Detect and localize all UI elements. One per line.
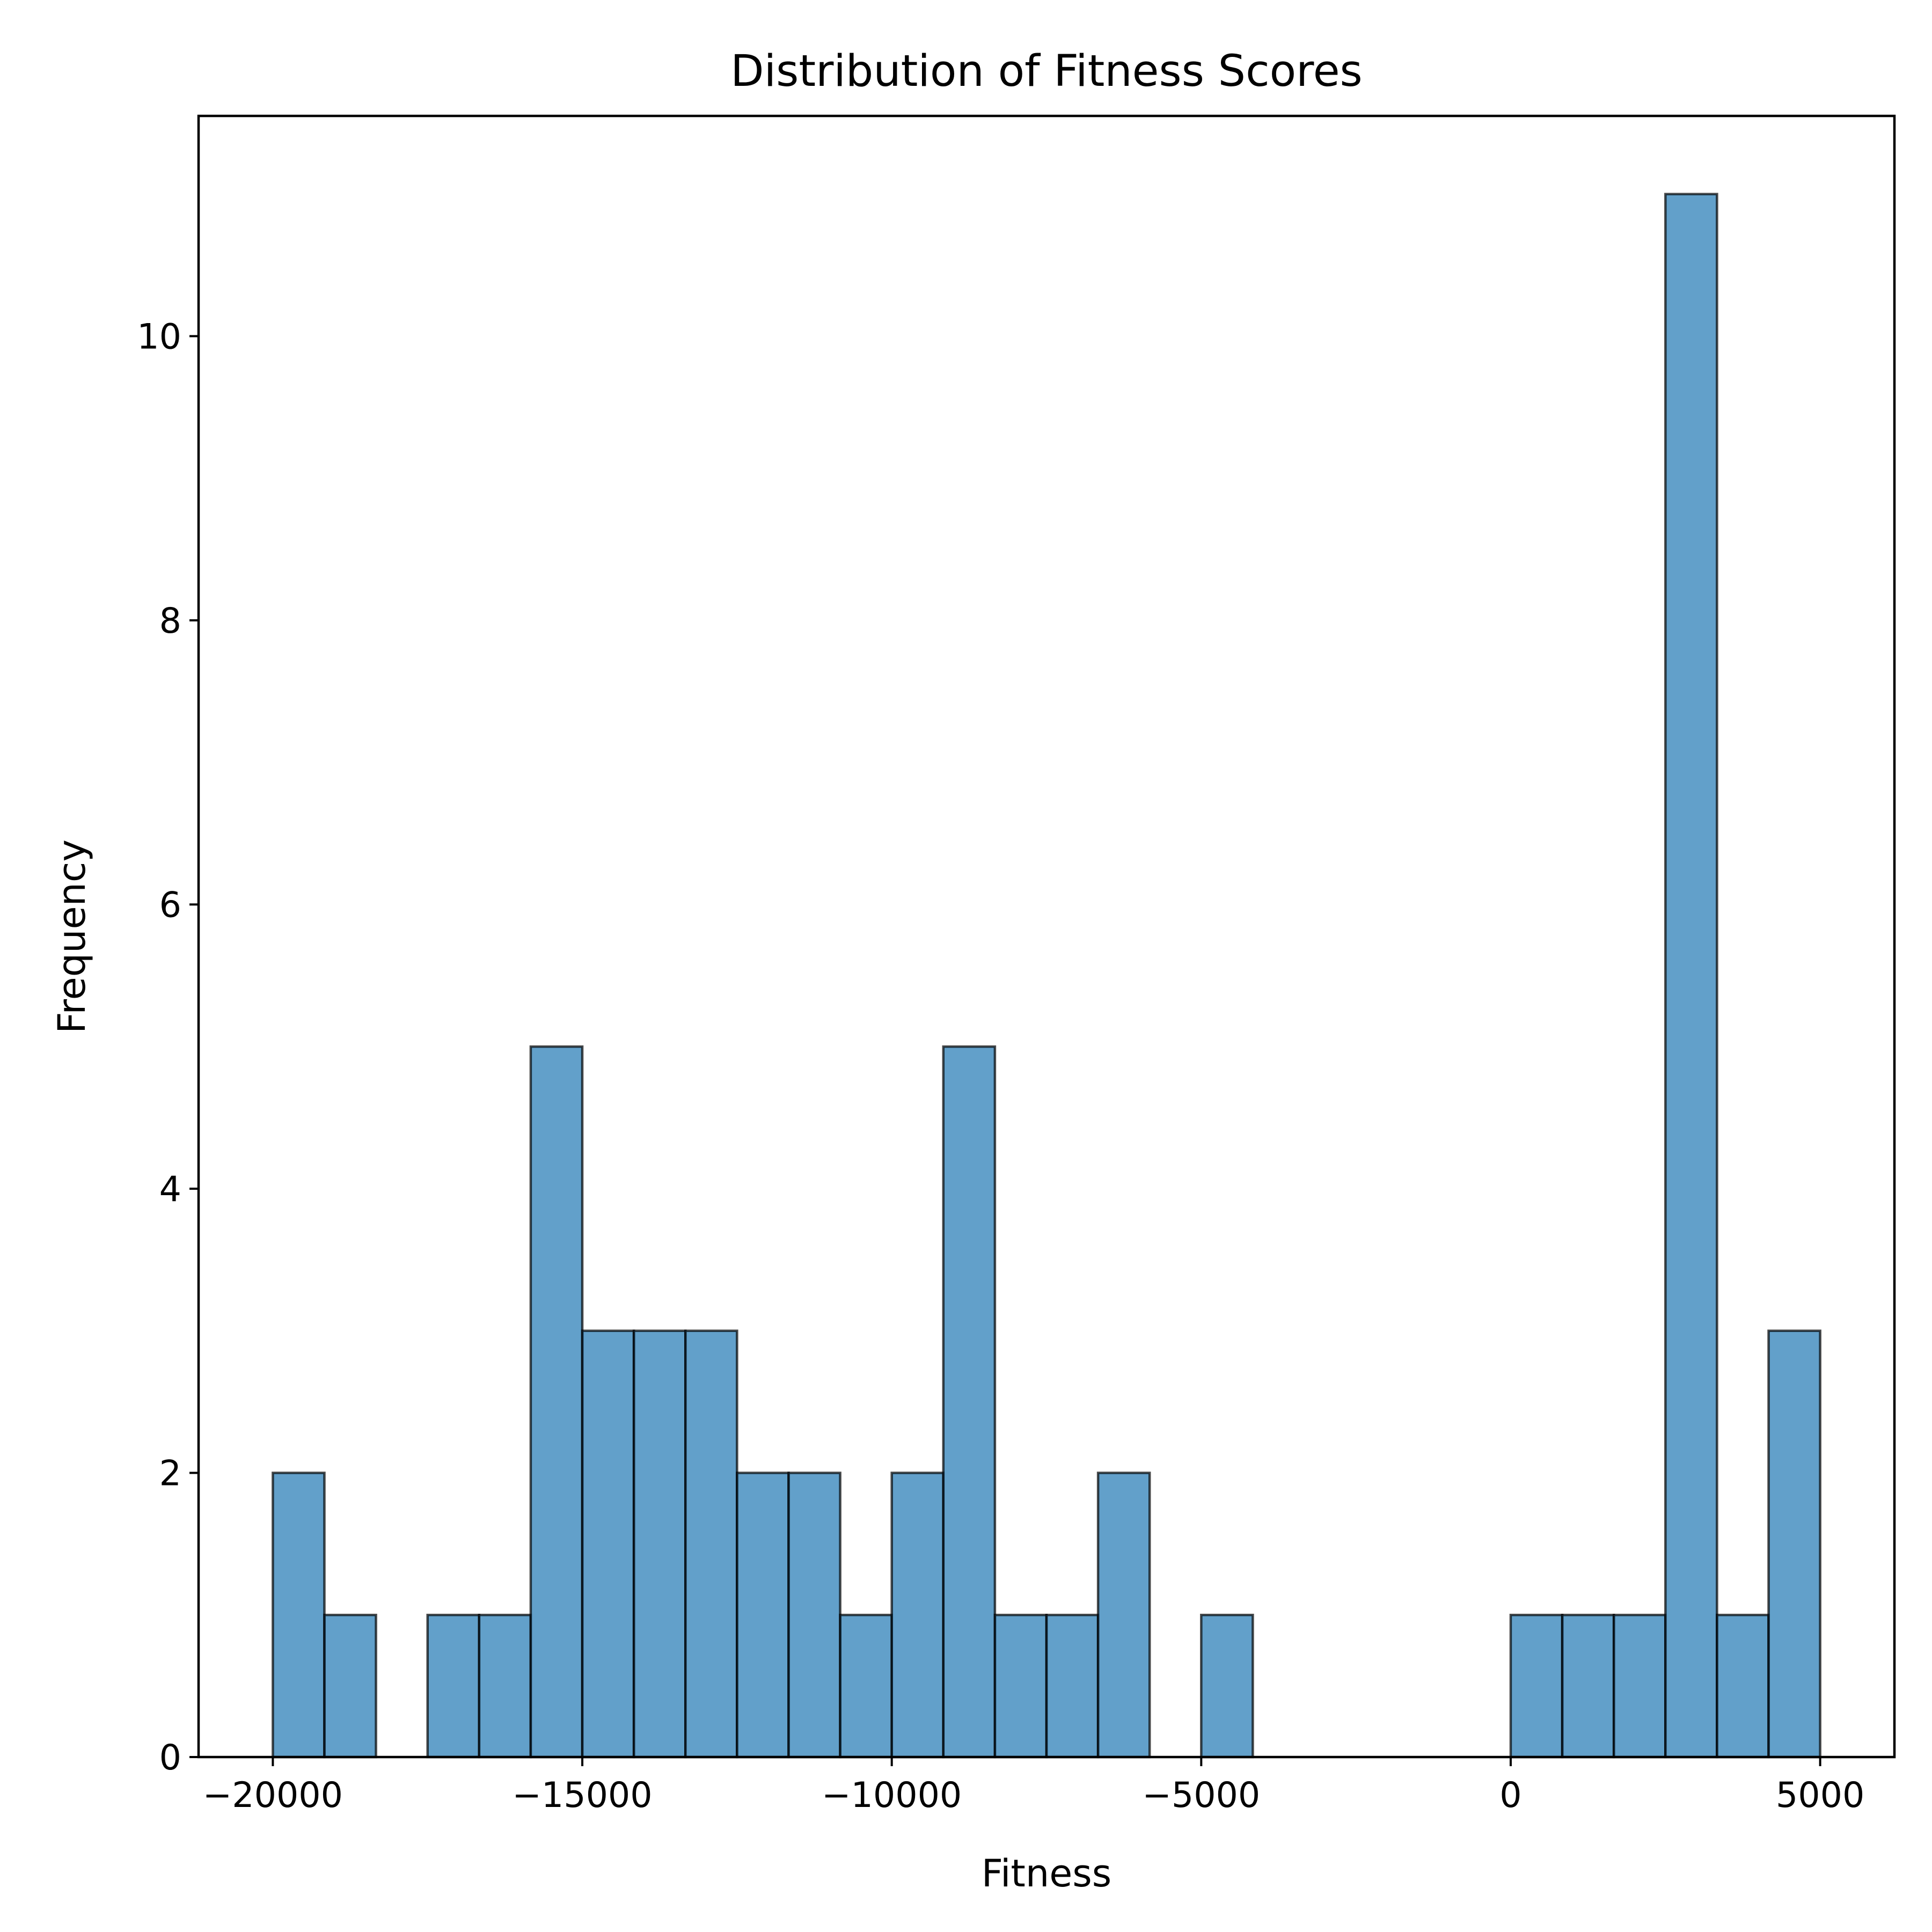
y-tick-label: 0 [159,1738,181,1778]
x-tick-label: 0 [1499,1775,1521,1816]
histogram-bar [1200,1613,1254,1759]
x-tick-label: −5000 [1142,1775,1260,1816]
histogram-bar [684,1329,738,1759]
histogram-bar [581,1329,635,1759]
histogram-bar [1045,1613,1100,1759]
histogram-bar [1096,1472,1151,1759]
x-axis-label: Fitness [982,1851,1111,1896]
x-tick-label: −10000 [822,1775,962,1816]
histogram-bar [1612,1613,1667,1759]
y-axis-ticks: 0 2 4 6 8 10 [137,317,199,1778]
histogram-bar [323,1613,377,1759]
x-tick-label: −15000 [512,1775,652,1816]
y-tick-label: 10 [137,317,181,357]
histogram-bar [478,1613,532,1759]
histogram-bars [272,193,1821,1759]
histogram-bar [529,1045,584,1759]
histogram-bar [942,1045,997,1759]
histogram-bar [1716,1613,1770,1759]
histogram-bar [839,1613,893,1759]
histogram-bar [426,1613,481,1759]
histogram-bar [736,1472,790,1759]
axes-frame [197,114,1896,1759]
histogram-bar [632,1329,687,1759]
x-tick-label: −20000 [203,1775,343,1816]
histogram-bar [787,1472,841,1759]
histogram-bar [1664,193,1718,1759]
histogram-bar [890,1472,945,1759]
histogram-bar [1509,1613,1564,1759]
chart-title: Distribution of Fitness Scores [730,46,1362,97]
x-axis-ticks: −20000 −15000 −10000 −5000 0 5000 [203,1757,1864,1816]
y-tick-label: 2 [159,1453,181,1494]
y-tick-label: 8 [159,601,181,641]
histogram-bar [1767,1329,1821,1759]
histogram-bar [1561,1613,1615,1759]
x-tick-label: 5000 [1776,1775,1864,1816]
y-tick-label: 4 [159,1169,181,1210]
histogram-bar [993,1613,1048,1759]
histogram-bar [272,1472,326,1759]
y-axis-label: Frequency [50,839,94,1034]
y-tick-label: 6 [159,885,181,925]
